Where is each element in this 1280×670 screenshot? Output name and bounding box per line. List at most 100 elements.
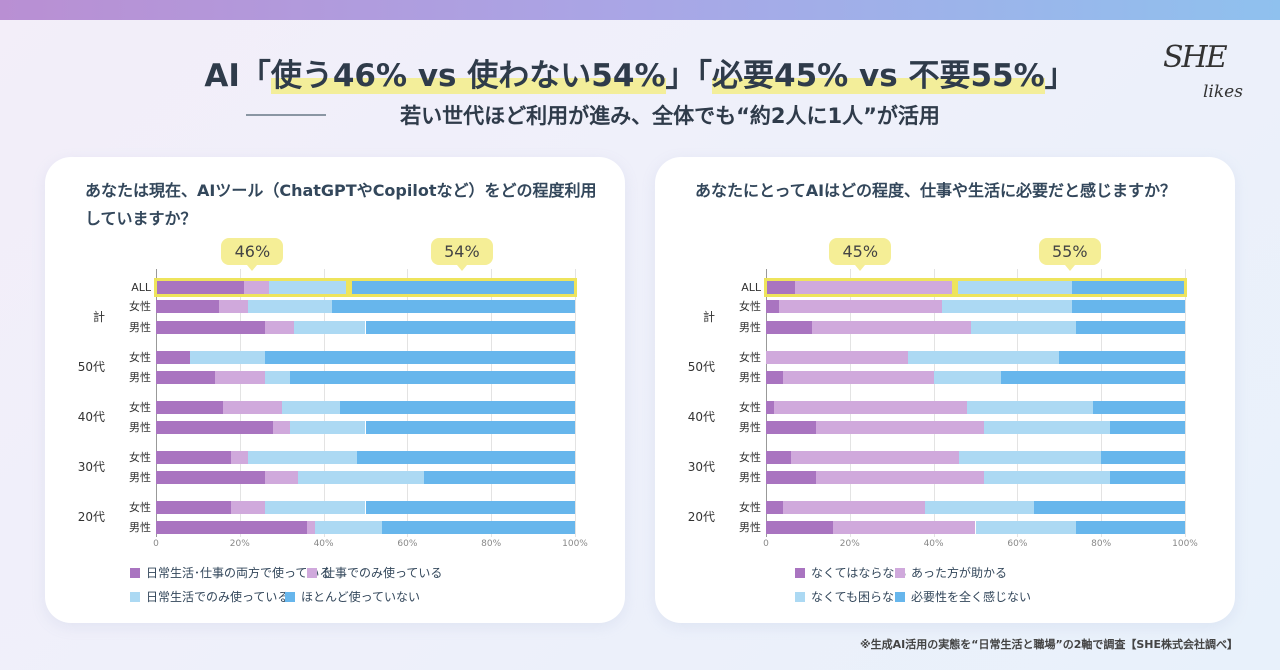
group-label: 30代 (687, 460, 715, 474)
bar-segment (294, 321, 366, 334)
callout-no: 55% (1038, 238, 1101, 271)
bar-segment (971, 321, 1077, 334)
bar-segment (816, 421, 984, 434)
legend-item: あった方が助かる (895, 564, 1007, 581)
bar-segment (778, 300, 942, 313)
row-label: 女性 (129, 300, 151, 313)
usage-chart-card: あなたは現在、AIツール（ChatGPTやCopilotなど）をどの程度利用して… (45, 157, 625, 623)
row-label: 男性 (129, 371, 151, 384)
bar-segment (983, 421, 1110, 434)
legend-swatch (895, 591, 905, 602)
row-label: 女性 (129, 501, 151, 514)
chart-question: あなたにとってAIはどの程度、仕事や生活に必要だと感じますか？ (695, 181, 1177, 200)
bar-segment (1059, 351, 1185, 364)
row-label: 男性 (129, 321, 151, 334)
legend-label: あった方が助かる (911, 566, 1008, 580)
x-tick-label: 100% (562, 539, 588, 549)
row-label: 女性 (739, 501, 761, 514)
bar-segment (833, 521, 976, 534)
legend-swatch (795, 567, 805, 578)
main-title: AI「使う46% vs 使わない54%」「必要45% vs 不要55%」 (0, 50, 1280, 95)
row-label: 女性 (129, 351, 151, 364)
gridline (1185, 269, 1186, 537)
bar-segment (156, 300, 219, 313)
title-prefix: AI「 (204, 58, 271, 94)
row-label: 女性 (739, 300, 761, 313)
bar-segment (357, 451, 575, 464)
bar-segment (424, 471, 575, 484)
legend-label: 仕事でのみ使っている (323, 566, 443, 580)
bar-segment (766, 521, 834, 534)
callout-yes: 46% (221, 238, 284, 271)
bar-segment (983, 471, 1110, 484)
callout-no: 54% (430, 238, 493, 271)
bar-segment (967, 401, 1093, 414)
bar-segment (156, 451, 232, 464)
title-suffix: 」 (1044, 58, 1076, 94)
bar-segment (791, 451, 959, 464)
row-label: 男性 (739, 421, 761, 434)
bar-segment (281, 401, 341, 414)
x-tick-label: 0 (153, 539, 159, 549)
x-tick-label: 40% (923, 539, 944, 549)
bar-segment (1071, 281, 1185, 294)
bar-segment (766, 371, 783, 384)
bar-segment (315, 521, 383, 534)
bar-segment (231, 501, 265, 514)
bar-segment (264, 351, 575, 364)
bar-segment (782, 371, 934, 384)
highlight-box-yes (154, 278, 349, 297)
bar-segment (365, 501, 575, 514)
bar-segment (766, 351, 909, 364)
bar-segment (365, 321, 575, 334)
bar-segment (766, 421, 817, 434)
row-label: 女性 (129, 401, 151, 414)
row-label: ALL (741, 281, 761, 294)
row-label: 男性 (129, 521, 151, 534)
gridline (575, 269, 576, 537)
bar-segment (1109, 471, 1185, 484)
bar-segment (156, 401, 224, 414)
she-likes-logo: SHE likes (1163, 40, 1253, 110)
group-label: 50代 (687, 360, 715, 374)
bar-segment (306, 521, 316, 534)
bar-segment (1076, 321, 1185, 334)
bar-segment (766, 471, 817, 484)
row-label: 男性 (739, 321, 761, 334)
bar-segment (223, 401, 282, 414)
title-highlight-usage: 使う46% vs 使わない54% (270, 58, 666, 94)
bar-segment (816, 471, 984, 484)
bar-segment (156, 501, 232, 514)
legend-item: 仕事でのみ使っている (307, 564, 442, 581)
group-label: 20代 (687, 510, 715, 524)
bar-segment (269, 281, 349, 294)
bar-segment (1092, 401, 1185, 414)
bar-segment (766, 321, 813, 334)
logo-she: SHE (1163, 40, 1228, 75)
x-tick-label: 40% (313, 539, 334, 549)
bar-segment (812, 321, 972, 334)
bar-segment (766, 401, 775, 414)
legend-swatch (795, 591, 805, 602)
bar-segment (348, 281, 575, 294)
x-tick-label: 20% (839, 539, 860, 549)
bar-segment (331, 300, 575, 313)
row-label: 男性 (739, 521, 761, 534)
legend-swatch (130, 567, 140, 578)
bar-segment (156, 421, 274, 434)
bar-segment (782, 501, 926, 514)
bar-segment (156, 281, 244, 294)
row-label: 女性 (129, 451, 151, 464)
bar-segment (231, 451, 249, 464)
bar-segment (382, 521, 575, 534)
legend-swatch (285, 591, 295, 602)
x-tick-label: 60% (1007, 539, 1028, 549)
bar-segment (766, 281, 796, 294)
bar-segment (1000, 371, 1185, 384)
group-label: 50代 (77, 360, 105, 374)
bar-segment (248, 451, 358, 464)
bar-segment (156, 471, 265, 484)
legend-item: なくても困らない (795, 588, 906, 605)
bar-segment (975, 521, 1077, 534)
